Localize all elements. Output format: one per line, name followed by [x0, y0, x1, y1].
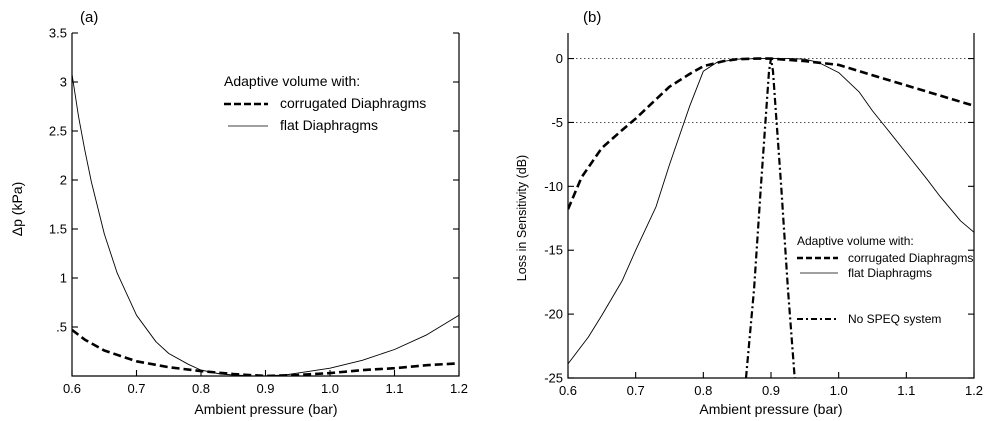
- panel-a-y-axis-label: Δp (kPa): [9, 182, 25, 236]
- panel-b-y-tick-label: -15: [544, 243, 563, 258]
- panel-b-axis-frame: [567, 33, 975, 379]
- panel-b-label: (b): [583, 9, 601, 26]
- panel-b-legend: Adaptive volume with: corrugated Diaphra…: [797, 234, 973, 326]
- panel-a-y-tick-label: .5: [56, 320, 67, 335]
- panel-b-y-tick-label: -5: [551, 115, 563, 130]
- panel-b-y-tick-label: -20: [544, 307, 563, 322]
- panel-b-x-tick-label: 1.0: [830, 383, 848, 398]
- panel-b-x-tick-label: 0.8: [694, 383, 712, 398]
- panel-b-y-tick-label: -25: [544, 371, 563, 386]
- panel-a-x-tick-label: 0.6: [63, 381, 81, 396]
- panel-a-legend-title: Adaptive volume with:: [224, 73, 360, 89]
- panel-a-y-tick-label: 3: [60, 75, 67, 90]
- panel-a-y-tick-label: 2: [60, 173, 67, 188]
- panel-b-x-tick-label: 0.9: [762, 383, 780, 398]
- panel-b-y-tick-label: 0: [556, 51, 563, 66]
- panel-a-series-line-corrugated-diaphragms: [72, 328, 459, 376]
- panel-b-legend-entry-flat: flat Diaphragms: [848, 266, 932, 280]
- panel-a-y-tick-label: 1.5: [49, 222, 67, 237]
- panel-b-x-tick-label: 0.7: [627, 383, 645, 398]
- panel-a-legend-entry-corrugated: corrugated Diaphragms: [280, 95, 426, 111]
- panel-a-axes: 0.6 0.7 0.8 0.9 1.0 1.1 1.2 .5 1 1.5 2 2.5 3 3.5: [49, 26, 468, 397]
- panel-a-chart: (a) 0.6 0.7 0.8 0.9 1.0 1.1 1.2.511.522.533.5 …: [9, 9, 468, 417]
- panel-b-y-axis-label: Loss in Sensitivity (dB): [515, 155, 529, 281]
- panel-a-series-line-flat-diaphragms: [72, 74, 459, 376]
- panel-b-legend-entry-corrugated: corrugated Diaphragms: [848, 251, 973, 265]
- panel-b-x-axis-label: Ambient pressure (bar): [699, 401, 842, 417]
- panel-b-x-tick-label: 1.2: [965, 383, 983, 398]
- panel-b-legend-title: Adaptive volume with:: [797, 234, 914, 248]
- panel-b-y-tick-label: -10: [544, 179, 563, 194]
- panel-b-x-tick-label: 0.6: [559, 383, 577, 398]
- panel-b-chart: (b) 0.6 0.7 0.8 0.9 1.0 1.1 1.2 0 -5 -10 -15 -20 -25…: [515, 9, 983, 417]
- panel-b-legend-entry-no-speq: No SPEQ system: [848, 312, 941, 326]
- panel-a-series: [72, 74, 459, 376]
- panel-b-x-tick-label: 1.1: [897, 383, 915, 398]
- panel-a-y-tick-label: 2.5: [49, 124, 67, 139]
- panel-b-axes: 0.6 0.7 0.8 0.9 1.0 1.1 1.2 0 -5 -10 -15 -20 -25: [544, 33, 983, 398]
- panel-b-series-line-no-speq-system: [744, 57, 796, 378]
- panel-a-x-tick-label: 0.7: [127, 381, 145, 396]
- panel-a-x-tick-label: 1.0: [321, 381, 339, 396]
- panel-a-x-tick-label: 0.9: [256, 381, 274, 396]
- panel-a-y-tick-label: 1: [60, 271, 67, 286]
- panel-a-label: (a): [80, 9, 98, 26]
- panel-a-x-tick-label: 1.2: [450, 381, 468, 396]
- panel-a-x-tick-label: 0.8: [192, 381, 210, 396]
- panel-a-y-tick-label: 3.5: [49, 26, 67, 41]
- panel-a-x-axis-label: Ambient pressure (bar): [194, 401, 337, 417]
- panel-b-series: [568, 57, 974, 378]
- panel-a-legend: Adaptive volume with: corrugated Diaphra…: [224, 73, 426, 133]
- panel-b-series-line-corrugated-diaphragms: [568, 57, 974, 210]
- panel-a-x-tick-label: 1.1: [385, 381, 403, 396]
- panel-a-legend-entry-flat: flat Diaphragms: [280, 117, 378, 133]
